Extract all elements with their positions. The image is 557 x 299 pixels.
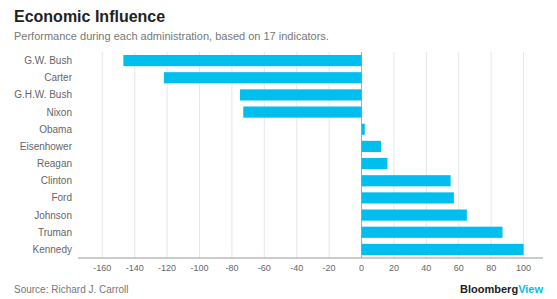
subtitle: Performance during each administration, … bbox=[14, 30, 329, 42]
category-label: G.W. Bush bbox=[24, 55, 72, 66]
category-label: Truman bbox=[38, 227, 72, 238]
bars bbox=[123, 55, 523, 255]
grid bbox=[102, 52, 523, 258]
grid-line bbox=[102, 52, 103, 258]
bar bbox=[164, 72, 362, 83]
grid-line bbox=[134, 52, 135, 258]
category-label: Carter bbox=[44, 72, 72, 83]
bar bbox=[123, 55, 361, 66]
category-label: Obama bbox=[39, 124, 72, 135]
x-axis-line bbox=[78, 258, 543, 259]
tick-label: 20 bbox=[389, 263, 399, 273]
bar bbox=[362, 210, 467, 221]
category-label: G.H.W. Bush bbox=[14, 89, 72, 100]
tick-label: 100 bbox=[516, 263, 531, 273]
tick-label: -140 bbox=[126, 263, 144, 273]
grid-line bbox=[523, 52, 524, 258]
tick-label: -20 bbox=[323, 263, 336, 273]
tick-label: 0 bbox=[359, 263, 364, 273]
category-label: Ford bbox=[51, 192, 72, 203]
bar bbox=[243, 107, 361, 118]
tick-label: -100 bbox=[191, 263, 209, 273]
category-label: Reagan bbox=[37, 158, 72, 169]
bar bbox=[362, 124, 365, 135]
bar bbox=[362, 175, 451, 186]
bar bbox=[362, 192, 454, 203]
tick-label: -40 bbox=[290, 263, 303, 273]
bar bbox=[362, 244, 524, 255]
category-label: Nixon bbox=[46, 107, 72, 118]
title: Economic Influence bbox=[14, 8, 165, 25]
bar bbox=[240, 89, 362, 100]
tick-label: 60 bbox=[454, 263, 464, 273]
bar bbox=[362, 158, 388, 169]
tick-label: -60 bbox=[258, 263, 271, 273]
chart: Economic Influence Performance during eac… bbox=[0, 0, 557, 299]
bar bbox=[362, 227, 503, 238]
bar bbox=[362, 141, 381, 152]
tick-label: 80 bbox=[486, 263, 496, 273]
tick-label: 40 bbox=[421, 263, 431, 273]
category-label: Clinton bbox=[41, 175, 72, 186]
brand-part: Bloomberg bbox=[460, 283, 518, 295]
tick-label: -160 bbox=[93, 263, 111, 273]
category-label: Kennedy bbox=[33, 244, 72, 255]
category-label: Eisenhower bbox=[20, 141, 73, 152]
brand-part: View bbox=[518, 283, 543, 295]
source: Source: Richard J. Carroll bbox=[14, 284, 128, 295]
category-label: Johnson bbox=[34, 210, 72, 221]
tick-label: -120 bbox=[158, 263, 176, 273]
tick-label: -80 bbox=[225, 263, 238, 273]
brand: BloombergView bbox=[460, 283, 543, 295]
